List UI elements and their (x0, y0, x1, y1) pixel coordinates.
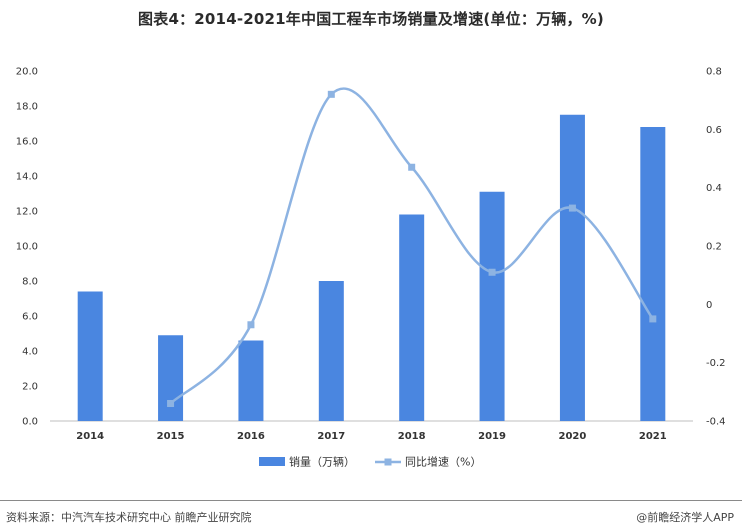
legend-bar-label: 销量（万辆） (289, 455, 355, 469)
y-left-tick-label: 4.0 (22, 347, 38, 358)
chart-svg: 0.0 2.0 4.0 6.0 8.0 10.0 12.0 14.0 16.0 18.0 20.0 -… (16, 67, 726, 469)
y-right-tick-label: 0.8 (706, 67, 722, 78)
growth-marker (247, 321, 255, 329)
footer: 资料来源：中汽汽车技术研究中心 前瞻产业研究院 @前瞻经济学人APP (0, 500, 742, 530)
x-tick-label: 2018 (398, 431, 426, 442)
y-left-tick-label: 2.0 (22, 382, 38, 393)
bar (158, 335, 184, 421)
growth-marker (568, 204, 576, 212)
bar (399, 214, 425, 421)
x-tick-label: 2021 (639, 431, 667, 442)
y-left-tick-label: 0.0 (22, 417, 38, 428)
y-left-tick-label: 6.0 (22, 312, 38, 323)
legend-line-label: 同比增速（%） (405, 455, 481, 469)
bar (479, 191, 505, 421)
y-right-tick-label: 0 (706, 300, 712, 311)
y-left-tick-label: 10.0 (16, 242, 38, 253)
y-left-tick-label: 12.0 (16, 207, 38, 218)
bar (238, 340, 264, 421)
y-left-tick-label: 16.0 (16, 137, 38, 148)
bar-series (77, 114, 666, 421)
legend: 销量（万辆） 同比增速（%） (259, 455, 481, 469)
bar (559, 114, 585, 421)
legend-line-marker (384, 458, 392, 466)
growth-marker (408, 163, 416, 171)
y-left-tick-label: 8.0 (22, 277, 38, 288)
growth-marker (649, 315, 657, 323)
x-tick-label: 2015 (157, 431, 185, 442)
x-tick-label: 2019 (478, 431, 506, 442)
y-right-tick-label: 0.2 (706, 242, 722, 253)
legend-bar-swatch (259, 457, 285, 466)
chart-axes: 0.0 2.0 4.0 6.0 8.0 10.0 12.0 14.0 16.0 18.0 20.0 -… (16, 67, 726, 443)
y-right-tick-label: -0.2 (706, 358, 726, 369)
growth-marker (488, 268, 496, 276)
y-left-tick-label: 14.0 (16, 172, 38, 183)
growth-marker (327, 90, 335, 98)
x-tick-label: 2016 (237, 431, 265, 442)
bar (318, 281, 344, 421)
brand-credit: @前瞻经济学人APP (636, 511, 734, 524)
y-right-tick-label: 0.6 (706, 125, 722, 136)
bar (640, 127, 666, 421)
y-left-tick-label: 20.0 (16, 67, 38, 78)
x-tick-label: 2014 (76, 431, 104, 442)
x-tick-label: 2017 (317, 431, 345, 442)
chart-title: 图表4：2014-2021年中国工程车市场销量及增速(单位：万辆，%) (138, 10, 604, 28)
y-right-tick-label: -0.4 (706, 417, 726, 428)
growth-marker (167, 400, 175, 407)
x-tick-label: 2020 (559, 431, 587, 442)
line-series (167, 87, 657, 407)
y-left-tick-label: 18.0 (16, 102, 38, 113)
source-note: 资料来源：中汽汽车技术研究中心 前瞻产业研究院 (6, 511, 252, 524)
bar (77, 291, 103, 421)
y-right-tick-label: 0.4 (706, 183, 722, 194)
